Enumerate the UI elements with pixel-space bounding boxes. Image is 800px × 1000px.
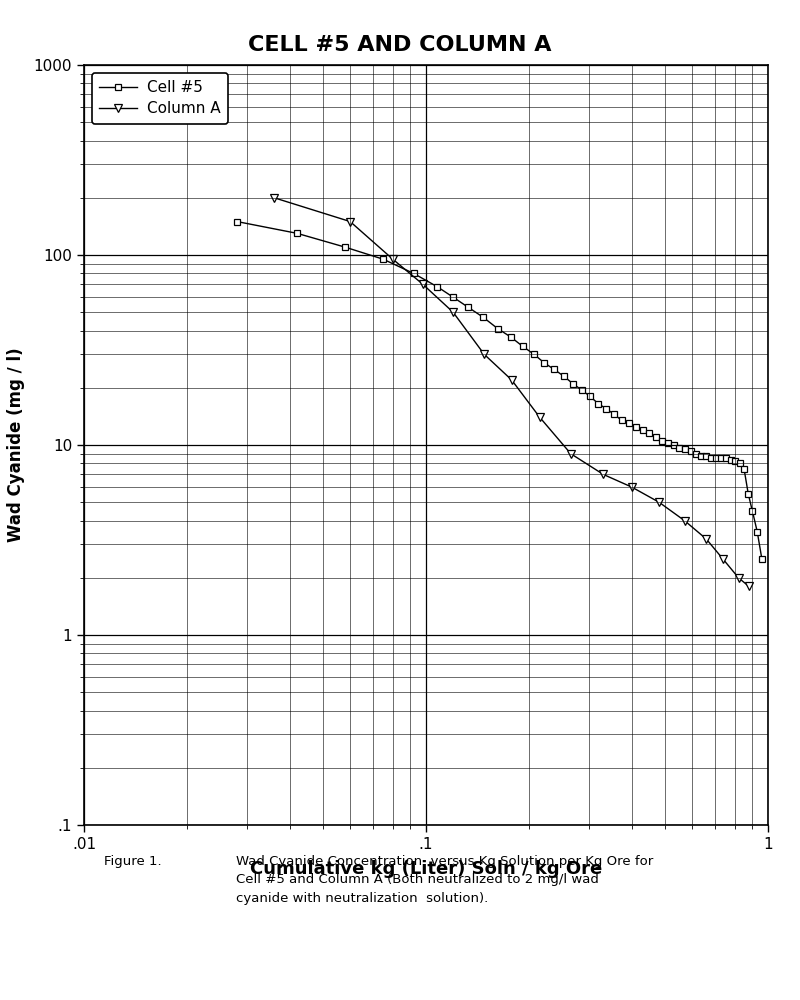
Cell #5 — [702, 450, 711, 462]
Cell #5 — [602, 403, 611, 415]
Column A — [346, 216, 355, 228]
Line: Column A: Column A — [270, 194, 753, 591]
Cell #5 — [706, 452, 716, 464]
Text: Wad Cyanide Concentration  versus Kg Solution per Kg Ore for
Cell #5 and Column : Wad Cyanide Concentration versus Kg Solu… — [236, 855, 654, 905]
Cell #5 — [478, 311, 488, 323]
Cell #5 — [674, 442, 684, 454]
Cell #5 — [721, 452, 730, 464]
Column A — [479, 348, 489, 360]
Column A — [680, 515, 690, 527]
Cell #5 — [378, 253, 388, 265]
Cell #5 — [506, 331, 516, 343]
Cell #5 — [650, 431, 660, 443]
Cell #5 — [518, 340, 528, 352]
Cell #5 — [586, 390, 595, 402]
Cell #5 — [624, 417, 634, 429]
Column A — [654, 496, 664, 508]
Cell #5 — [610, 408, 619, 420]
Cell #5 — [292, 227, 302, 239]
Cell #5 — [747, 505, 757, 517]
Column A — [270, 192, 279, 204]
Column A — [627, 481, 637, 493]
Cell #5 — [568, 378, 578, 390]
Cell #5 — [433, 281, 442, 293]
Column A — [418, 278, 428, 290]
Cell #5 — [657, 435, 666, 447]
Text: CELL #5 AND COLUMN A: CELL #5 AND COLUMN A — [248, 35, 552, 55]
Cell #5 — [463, 301, 473, 313]
Cell #5 — [726, 454, 735, 466]
Cell #5 — [340, 241, 350, 253]
Cell #5 — [716, 452, 726, 464]
Cell #5 — [631, 421, 641, 433]
Column A — [718, 553, 728, 565]
Column A — [744, 580, 754, 592]
Cell #5 — [550, 363, 559, 375]
Cell #5 — [730, 455, 740, 467]
Cell #5 — [663, 437, 673, 449]
Y-axis label: Wad Cyanide (mg / l): Wad Cyanide (mg / l) — [7, 348, 26, 542]
Cell #5 — [232, 216, 242, 228]
Cell #5 — [697, 450, 706, 462]
Column A — [566, 448, 575, 460]
Column A — [535, 411, 545, 423]
Column A — [507, 374, 517, 386]
Cell #5 — [680, 443, 690, 455]
Cell #5 — [743, 488, 753, 500]
Column A — [598, 468, 608, 480]
Cell #5 — [617, 414, 626, 426]
Cell #5 — [686, 445, 695, 457]
Line: Cell #5: Cell #5 — [234, 218, 765, 563]
Cell #5 — [530, 348, 539, 360]
Column A — [702, 533, 711, 545]
Cell #5 — [757, 553, 766, 565]
Cell #5 — [739, 463, 749, 475]
X-axis label: Cumulative kg (Liter) Soln / kg Ore: Cumulative kg (Liter) Soln / kg Ore — [250, 860, 602, 878]
Cell #5 — [669, 439, 678, 451]
Cell #5 — [711, 452, 721, 464]
Cell #5 — [594, 398, 603, 410]
Cell #5 — [753, 526, 762, 538]
Cell #5 — [559, 370, 569, 382]
Cell #5 — [644, 427, 654, 439]
Column A — [448, 306, 458, 318]
Column A — [388, 253, 398, 265]
Column A — [734, 572, 743, 584]
Cell #5 — [691, 448, 701, 460]
Legend: Cell #5, Column A: Cell #5, Column A — [92, 73, 228, 124]
Cell #5 — [577, 384, 586, 396]
Cell #5 — [448, 291, 458, 303]
Cell #5 — [493, 323, 502, 335]
Cell #5 — [409, 267, 418, 279]
Cell #5 — [735, 457, 745, 469]
Cell #5 — [540, 357, 550, 369]
Cell #5 — [638, 424, 647, 436]
Text: Figure 1.: Figure 1. — [104, 855, 162, 868]
